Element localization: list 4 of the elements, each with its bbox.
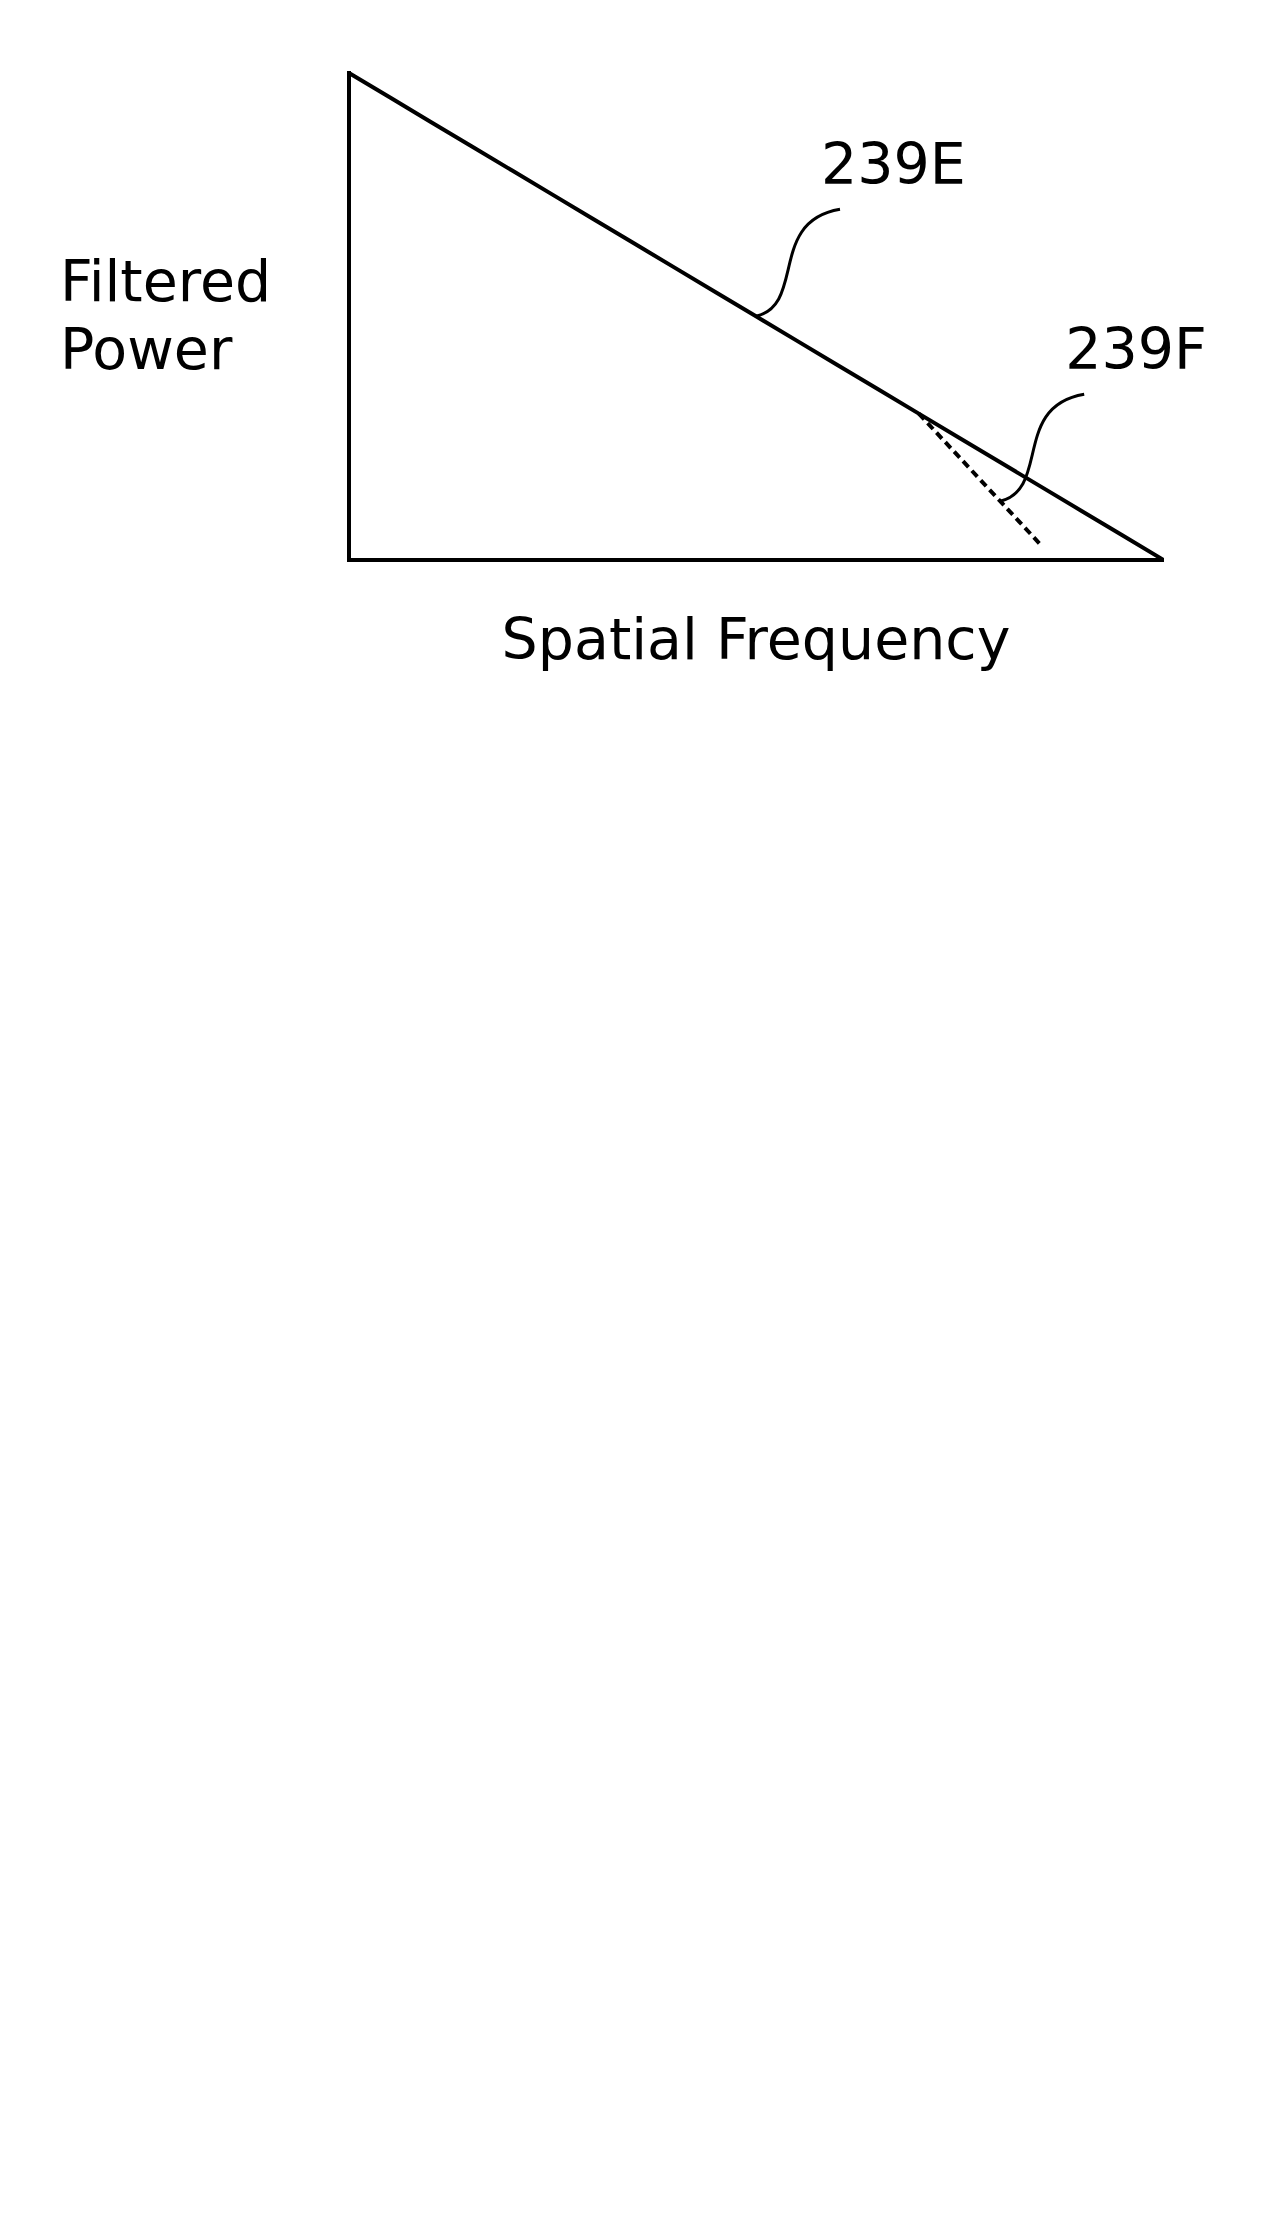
text: 239E — [821, 130, 966, 197]
y-axis-title: Filtered Power — [60, 247, 272, 382]
x-axis-title: Spatial Frequency — [501, 606, 1011, 673]
text: 239F — [1065, 315, 1207, 382]
